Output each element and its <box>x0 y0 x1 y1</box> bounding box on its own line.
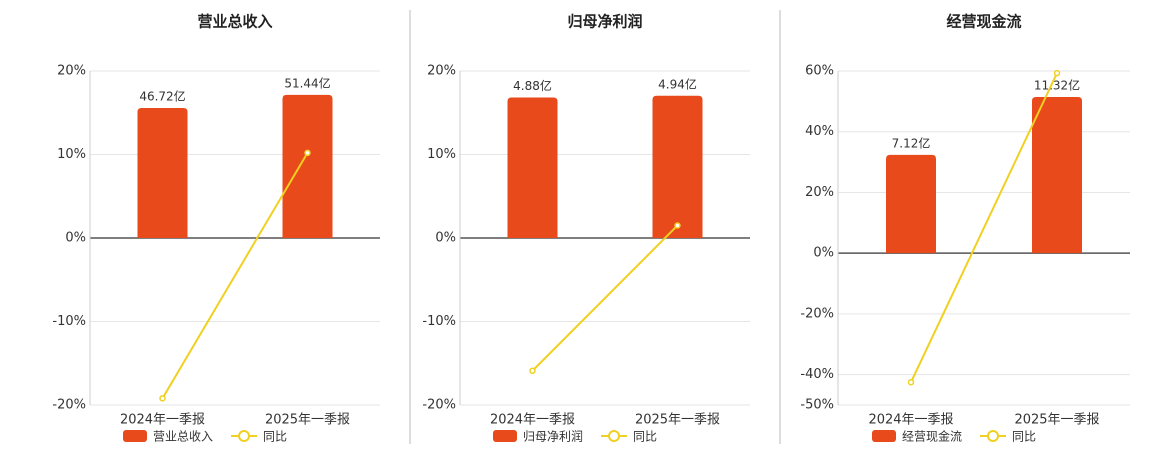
legend-label: 归母净利润 <box>523 430 583 444</box>
yoy-point <box>159 395 166 402</box>
yoy-line <box>161 152 309 399</box>
bar <box>282 94 333 238</box>
y-tick-label: 0% <box>65 231 86 246</box>
legend-swatch <box>493 430 517 442</box>
x-tick-label: 2025年一季报 <box>1014 413 1099 428</box>
chart-title: 归母净利润 <box>567 13 642 31</box>
y-tick-label: 0% <box>813 246 834 261</box>
x-tick-label: 2024年一季报 <box>868 413 953 428</box>
y-tick-label: -50% <box>800 398 834 413</box>
legend-swatch <box>872 430 896 442</box>
bar <box>886 154 936 254</box>
legend-marker <box>238 430 251 442</box>
legend-label: 同比 <box>1012 430 1036 444</box>
value-label: 7.12亿 <box>892 135 931 150</box>
legend-label: 同比 <box>263 430 287 444</box>
value-label: 4.88亿 <box>513 78 552 93</box>
x-tick-label: 2025年一季报 <box>265 413 350 428</box>
bar <box>1032 96 1082 254</box>
yoy-line <box>531 224 679 372</box>
y-tick-label: -10% <box>52 314 86 329</box>
y-tick-label: -40% <box>800 367 834 382</box>
y-tick-label: 20% <box>427 64 456 79</box>
x-tick-label: 2024年一季报 <box>490 413 575 428</box>
legend-marker <box>608 430 621 442</box>
legend-label: 营业总收入 <box>153 430 213 444</box>
legend-label: 经营现金流 <box>902 429 962 444</box>
x-tick-label: 2024年一季报 <box>120 413 205 428</box>
yoy-point <box>674 222 681 229</box>
y-tick-label: 0% <box>435 231 456 246</box>
y-tick-label: -20% <box>422 398 456 413</box>
bar <box>652 95 703 238</box>
value-label: 51.44亿 <box>284 75 330 90</box>
y-tick-label: -20% <box>800 306 834 321</box>
yoy-point <box>1053 69 1061 77</box>
value-label: 4.94亿 <box>658 76 697 91</box>
yoy-point <box>907 378 915 386</box>
bar <box>137 107 188 238</box>
value-label: 46.72亿 <box>139 88 185 103</box>
yoy-point <box>529 367 536 375</box>
y-tick-label: -10% <box>422 314 456 329</box>
yoy-line <box>910 72 1058 383</box>
chart-title: 经营现金流 <box>946 13 1021 31</box>
y-tick-label: 40% <box>805 124 834 139</box>
y-tick-label: 60% <box>805 64 834 79</box>
y-tick-label: 10% <box>57 147 86 162</box>
y-tick-label: -20% <box>52 398 86 413</box>
x-tick-label: 2025年一季报 <box>635 413 720 428</box>
legend-swatch <box>123 430 147 442</box>
y-tick-label: 20% <box>805 185 834 200</box>
value-label: 11.32亿 <box>1034 77 1080 92</box>
legend-marker <box>987 430 1000 442</box>
bar <box>507 97 558 238</box>
yoy-point <box>304 149 311 157</box>
chart-title: 营业总收入 <box>197 13 272 31</box>
legend-label: 同比 <box>633 430 657 444</box>
y-tick-label: 20% <box>57 64 86 79</box>
y-tick-label: 10% <box>427 147 456 162</box>
